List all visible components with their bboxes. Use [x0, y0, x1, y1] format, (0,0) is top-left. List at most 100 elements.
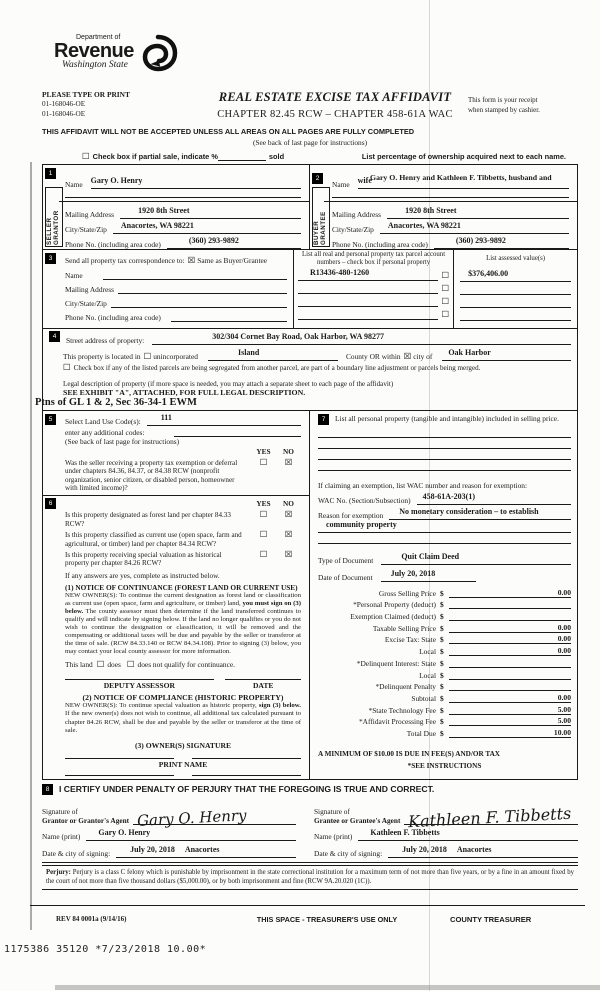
parcel-numbers-box: List all real and personal property tax … — [294, 250, 455, 328]
exemption-no-checkbox[interactable]: ☒ — [284, 458, 293, 468]
grantee-signature-field[interactable]: Kathleen F. Tibbetts — [404, 803, 578, 831]
subtotal-field[interactable]: 0.00 — [449, 693, 571, 703]
delinquent-penalty-field[interactable] — [449, 690, 571, 692]
historical-yes-checkbox[interactable]: ☐ — [259, 549, 268, 560]
seller-phone-field[interactable]: (360) 293-9892 — [166, 230, 301, 249]
seller-name-extra-field[interactable] — [65, 197, 301, 198]
buyer-phone-field[interactable]: (360) 293-9892 — [433, 230, 569, 249]
partial-percent-field[interactable] — [217, 160, 266, 161]
price-row: *Affidavit Processing Fee $5.00 — [358, 716, 571, 727]
reason-field-line3[interactable] — [318, 533, 571, 544]
land-use-code-field[interactable]: 111 — [146, 407, 301, 426]
price-row: Exemption Claimed (deduct) $ — [318, 609, 571, 622]
corr-name-field[interactable] — [102, 279, 287, 280]
personal-property-line[interactable] — [318, 438, 571, 449]
grantor-signature-field[interactable]: Gary O. Henry — [133, 805, 296, 830]
excise-tax-state-field[interactable]: 0.00 — [449, 634, 571, 645]
parcel-personal-checkbox[interactable]: ☐ — [441, 297, 450, 308]
parcel-number-field[interactable] — [297, 305, 438, 307]
exemption-claimed-field[interactable] — [449, 620, 571, 622]
seller-name-field[interactable]: Gary O. Henry — [90, 170, 301, 189]
section-7-tile: 7 — [318, 414, 329, 425]
additional-codes-field[interactable] — [174, 436, 301, 437]
owners-signature-label: (3) OWNER(S) SIGNATURE — [134, 740, 232, 750]
personal-property-line[interactable] — [318, 460, 571, 471]
does-checkbox[interactable]: ☐ — [96, 659, 105, 670]
excise-tax-local-field[interactable]: 0.00 — [449, 646, 571, 657]
print-name-line[interactable] — [65, 774, 174, 776]
historical-no-checkbox[interactable]: ☒ — [284, 549, 293, 560]
grantee-date-city-label: Date & city of signing: — [314, 848, 383, 858]
assessed-value-field[interactable]: $376,406.00 — [460, 263, 571, 283]
personal-property-line[interactable] — [318, 425, 571, 438]
deputy-date-line[interactable] — [225, 679, 301, 681]
yes-header: YES — [256, 499, 271, 509]
price-row: Local $ — [318, 668, 571, 680]
affidavit-processing-fee-field[interactable]: 5.00 — [449, 716, 571, 727]
tax-correspondence-section: 3 Send all property tax correspondence t… — [42, 250, 578, 329]
parcel-number-field[interactable] — [297, 292, 438, 294]
city-field[interactable]: Oak Harbor — [442, 342, 571, 361]
reason-field-line1[interactable]: No monetary consideration – to establish — [389, 501, 571, 520]
section-4-tile: 4 — [49, 331, 60, 342]
assessed-value-field[interactable] — [460, 320, 571, 322]
does-not-checkbox[interactable]: ☐ — [126, 659, 135, 670]
assessed-value-field[interactable] — [460, 307, 571, 309]
personal-property-deduct-field[interactable] — [449, 608, 571, 610]
seller-city-field[interactable]: Anacortes, WA 98221 — [112, 215, 301, 234]
personal-property-line[interactable] — [318, 449, 571, 460]
gross-selling-price-field[interactable]: 0.00 — [449, 588, 571, 598]
buyer-name-extra-field[interactable] — [332, 197, 569, 198]
logo-revenue-text: Revenue — [54, 40, 134, 62]
grantor-name-print-field[interactable]: Gary O. Henry — [86, 822, 296, 841]
assessed-values-box: List assessed value(s) $376,406.00 — [454, 250, 577, 328]
deputy-assessor-signature-line[interactable] — [65, 679, 214, 681]
segregated-checkbox[interactable]: ☐ — [63, 363, 71, 373]
document-date-field[interactable]: July 20, 2018 — [380, 563, 476, 582]
street-address-field[interactable]: 302/304 Cornet Bay Road, Oak Harbor, WA … — [152, 326, 571, 345]
current-use-yes-checkbox[interactable]: ☐ — [259, 530, 268, 541]
owner-signature-line-2[interactable] — [192, 757, 301, 759]
city-checkbox[interactable]: ☒ — [403, 351, 412, 362]
parcel-personal-checkbox[interactable]: ☐ — [441, 284, 450, 295]
reason-field-line2[interactable]: community property — [318, 514, 571, 533]
same-as-buyer-checkbox[interactable]: ☒ — [187, 255, 196, 266]
print-name-line-2[interactable] — [192, 774, 301, 776]
forest-no-checkbox[interactable]: ☒ — [284, 510, 293, 521]
parcel-number-field[interactable]: R13436-480-1260 — [297, 262, 438, 281]
send-correspondence-label: Send all property tax correspondence to: — [65, 256, 185, 265]
buyer-mailing-field[interactable]: 1920 8th Street — [387, 200, 569, 219]
delinquent-interest-state-field[interactable] — [449, 666, 571, 668]
total-due-field[interactable]: 10.00 — [449, 728, 571, 738]
unincorporated-checkbox[interactable]: ☐ — [143, 351, 152, 362]
county-field[interactable]: Island — [207, 342, 338, 361]
buyer-name-line1[interactable]: Gary O. Henry and Kathleen F. Tibbetts, … — [370, 173, 552, 182]
grantee-date-city-field[interactable]: July 20, 2018 Anacortes — [388, 839, 578, 858]
taxable-selling-price-field[interactable]: 0.00 — [449, 623, 571, 633]
delinquent-interest-local-field[interactable] — [449, 678, 571, 680]
parcel-personal-checkbox[interactable]: ☐ — [441, 271, 450, 282]
exemption-yes-checkbox[interactable]: ☐ — [259, 458, 268, 468]
corr-phone-field[interactable] — [170, 321, 287, 322]
forest-yes-checkbox[interactable]: ☐ — [259, 510, 268, 521]
grantor-date-city-field[interactable]: July 20, 2018 Anacortes — [116, 839, 296, 858]
corr-city-field[interactable] — [110, 307, 287, 308]
assessed-value-field[interactable] — [460, 294, 571, 296]
buyer-name-field[interactable]: wife — [357, 170, 569, 189]
partial-sale-checkbox[interactable]: ☐ — [82, 151, 90, 162]
grantee-name-print-label: Name (print) — [314, 831, 353, 841]
document-type-field[interactable]: Quit Claim Deed — [381, 546, 571, 565]
parcel-number-field[interactable] — [297, 318, 438, 320]
corr-mailing-field[interactable] — [118, 293, 287, 294]
wac-field[interactable]: 458-61A-203(1) — [416, 486, 571, 505]
receipt-note-line1: This form is your receipt — [468, 96, 538, 104]
buyer-city-field[interactable]: Anacortes, WA 98221 — [379, 215, 569, 234]
price-row: Taxable Selling Price $0.00 — [372, 622, 571, 633]
owner-signature-line[interactable] — [65, 757, 174, 759]
seller-mailing-field[interactable]: 1920 8th Street — [120, 200, 301, 219]
current-use-no-checkbox[interactable]: ☒ — [284, 530, 293, 541]
parcel-personal-checkbox[interactable]: ☐ — [441, 310, 450, 321]
grantee-name-print-field[interactable]: Kathleen F. Tibbetts — [358, 822, 578, 841]
state-technology-fee-field[interactable]: 5.00 — [449, 705, 571, 715]
